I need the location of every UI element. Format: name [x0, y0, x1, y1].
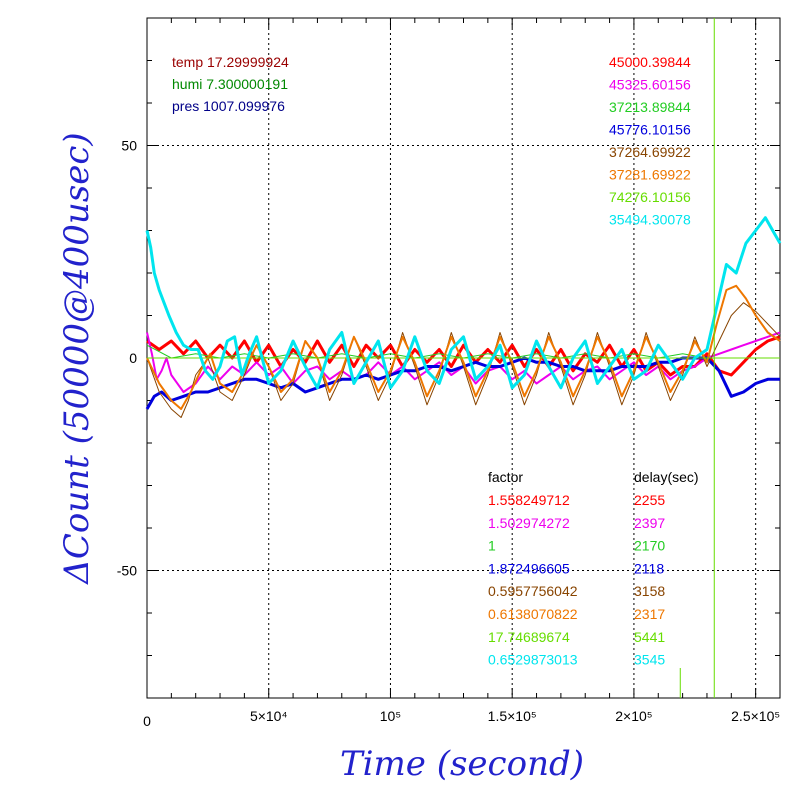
factor-value-6: 17.74689674 [488, 629, 570, 645]
delay-value-7: 3545 [634, 652, 665, 668]
series-legend-item-4: 37264.69922 [609, 144, 691, 160]
series-legend-item-2: 37213.89844 [609, 99, 691, 115]
factor-rows: 1.558249712 2255 1.502974272 2397 1 2170 1.872… [488, 492, 665, 668]
factor-value-3: 1.872496605 [488, 560, 570, 576]
delay-value-0: 2255 [634, 492, 665, 508]
factor-value-4: 0.5957756042 [488, 583, 578, 599]
factor-value-7: 0.6529873013 [488, 652, 578, 668]
y-tick-label-0: 50 [121, 138, 137, 154]
x-tick-labels: 0 5×10⁴ 10⁵ 1.5×10⁵ 2×10⁵ 2.5×10⁵ [143, 708, 780, 729]
factor-value-5: 0.6138070822 [488, 606, 578, 622]
x-tick-label-2: 10⁵ [380, 708, 401, 724]
factor-legend: factor delay(sec) 1.558249712 2255 1.50297… [488, 469, 699, 668]
delay-value-5: 2317 [634, 606, 665, 622]
series-legend-item-0: 45000.39844 [609, 54, 691, 70]
y-tick-label-2: -50 [117, 563, 137, 579]
y-tick-labels: 50 0 -50 [117, 138, 137, 579]
series-line-7 [145, 216, 782, 390]
env-temp: temp 17.29999924 [172, 54, 289, 70]
env-humi: humi 7.300000191 [172, 76, 288, 92]
x-tick-label-1: 5×10⁴ [250, 708, 288, 724]
delay-value-6: 5441 [634, 629, 665, 645]
delay-value-2: 2170 [634, 538, 665, 554]
x-tick-label-4: 2×10⁵ [615, 708, 652, 724]
series-group [145, 18, 782, 698]
factor-value-1: 1.502974272 [488, 515, 570, 531]
x-axis-title: Time (second) [340, 744, 584, 784]
delay-value-3: 2118 [634, 560, 664, 576]
factor-value-0: 1.558249712 [488, 492, 570, 508]
x-tick-label-5: 2.5×10⁵ [731, 708, 780, 724]
env-pres: pres 1007.099976 [172, 98, 285, 114]
delay-value-1: 2397 [634, 515, 665, 531]
series-legend-item-3: 45776.10156 [609, 122, 691, 138]
y-axis-title: ΔCount (50000@400usec) [57, 132, 97, 585]
delay-header: delay(sec) [634, 469, 699, 485]
x-tick-label-0: 0 [143, 713, 151, 729]
factor-value-2: 1 [488, 538, 496, 554]
y-tick-label-1: 0 [129, 350, 137, 366]
series-legend-item-5: 37281.69922 [609, 167, 691, 183]
series-legend-item-6: 74276.10156 [609, 189, 691, 205]
factor-header: factor [488, 469, 523, 485]
series-legend-item-7: 35494.30078 [609, 212, 691, 228]
series-legend: 45000.39844 45325.60156 37213.89844 45776.1… [609, 54, 691, 228]
x-tick-label-3: 1.5×10⁵ [488, 708, 537, 724]
delay-value-4: 3158 [634, 583, 665, 599]
env-legend: temp 17.29999924 humi 7.300000191 pres 1… [172, 54, 289, 114]
series-legend-item-1: 45325.60156 [609, 77, 691, 93]
